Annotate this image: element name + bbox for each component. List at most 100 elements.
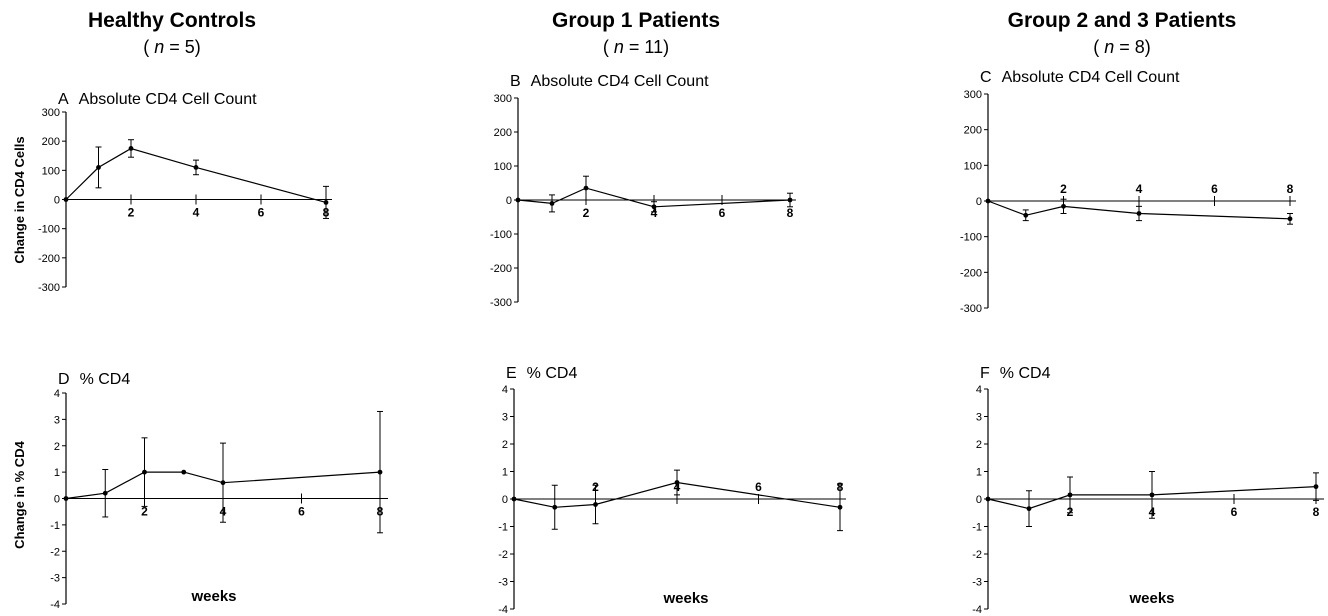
y-tick-label: -2 [498,549,508,561]
y-tick-label: 3 [976,412,982,424]
data-point [193,165,199,170]
y-tick-label: -300 [38,282,60,294]
panel-B: B Absolute CD4 Cell Count -300 -200 -100 0 100… [490,73,796,309]
data-point [515,197,521,203]
y-tick-label: 4 [54,388,60,400]
y-tick-label: 3 [502,412,508,424]
column-n-label: ( n = 8) [1093,37,1151,57]
x-tick-label: 6 [755,480,762,494]
x-tick-label: 6 [719,206,726,220]
panel-title-text: % CD4 [527,365,578,382]
x-tick-label: 4 [193,206,200,220]
data-point [96,165,101,170]
x-tick-label: 2 [141,505,148,519]
panel-D: D% CD4-4-3-2-1012342468weeks [50,371,388,611]
data-point [220,480,226,486]
y-tick-label: 1 [54,467,60,479]
n-value: 8 [1135,37,1145,57]
x-tick-label: 6 [258,206,265,220]
data-point [1149,492,1155,498]
x-tick-label: 4 [651,206,658,220]
column-n-label: ( n = 11) [603,37,669,57]
y-tick-label: 0 [54,494,60,506]
y-tick-label: 2 [976,439,982,451]
x-axis-label: weeks [190,588,236,605]
data-point [63,197,69,202]
x-axis-label: weeks [662,590,708,607]
panel-F: F% CD4-4-3-2-1012342468weeks [972,365,1324,616]
y-tick-label: -100 [38,224,60,236]
y-tick-label: -2 [50,546,60,558]
panel-title: D % CD4 [58,371,130,388]
y-tick-label: 300 [494,93,512,105]
y-tick-label: 300 [964,89,982,101]
y-tick-label: -300 [490,297,512,309]
y-tick-label: -3 [50,573,60,585]
x-tick-label: 4 [1136,182,1143,196]
data-point [837,504,843,510]
x-tick-label: 2 [1060,182,1067,196]
y-tick-label: 2 [54,441,60,453]
y-tick-label: 0 [976,494,982,506]
panels: A Absolute CD4 Cell Count-300-200-1000100… [38,69,1324,616]
y-tick-label: 300 [42,107,60,119]
panel-title: A Absolute CD4 Cell Count [58,91,257,108]
y-tick-label: -200 [960,267,982,279]
panel-letter: A [58,91,69,108]
y-tick-label: -4 [50,599,60,611]
column-title: Group 1 Patients [552,9,720,32]
y-tick-label: 200 [42,136,60,148]
data-point [985,496,991,502]
panel-letter: B [510,73,521,90]
x-tick-label: 6 [1231,505,1238,519]
data-point [651,204,657,210]
y-tick-label: -4 [498,604,508,616]
n-value: 5 [185,37,195,57]
y-tick-label: -2 [972,549,982,561]
x-tick-label: 6 [1211,182,1218,196]
y-tick-label: 100 [42,165,60,177]
panel-letter: F [980,365,990,382]
data-point [1313,484,1319,490]
column-title: Healthy Controls [88,9,256,32]
column-header-3: Group 2 and 3 Patients ( n = 8) [1008,9,1237,57]
panel-letter: E [506,365,517,382]
y-tick-label: 100 [964,160,982,172]
y-tick-label: -1 [498,522,508,534]
panel-C: C Absolute CD4 Cell Count -300 -200 -100 0 100… [960,69,1296,315]
data-point [63,496,69,501]
panel-title-text: % CD4 [80,371,131,388]
series-line [65,147,327,203]
data-point [1061,203,1066,209]
y-tick-label: -3 [498,577,508,589]
data-point [181,469,187,475]
x-axis-label: weeks [1128,590,1174,607]
data-point [377,469,383,475]
y-tick-label: 1 [976,467,982,479]
panel-title: F % CD4 [980,365,1051,382]
column-title: Group 2 and 3 Patients [1008,9,1237,32]
data-point [511,496,517,502]
y-axis-label-top: Change in CD4 Cells [12,136,27,263]
y-tick-label: -300 [960,303,982,315]
panel-A: A Absolute CD4 Cell Count -300 -200 -100 0 100… [38,91,332,294]
x-tick-label: 8 [1287,182,1294,196]
data-point [985,198,991,204]
y-tick-label: 2 [502,439,508,451]
panel-title-text: Absolute CD4 Cell Count [531,73,709,90]
data-point [142,469,147,475]
data-point [787,197,793,203]
y-axis-label-bottom: Change in % CD4 [12,440,27,548]
y-tick-label: 4 [502,384,508,396]
panel-title: B Absolute CD4 Cell Count [510,73,709,90]
data-point [102,490,108,496]
n-value: 11 [644,37,663,57]
data-point [1026,506,1032,512]
panel-title-text: % CD4 [1000,365,1051,382]
x-tick-label: 2 [128,206,135,220]
y-tick-label: -100 [490,229,512,241]
x-tick-label: 2 [583,206,590,220]
panel-title-text: Absolute CD4 Cell Count [1002,69,1180,86]
data-point [674,480,680,485]
